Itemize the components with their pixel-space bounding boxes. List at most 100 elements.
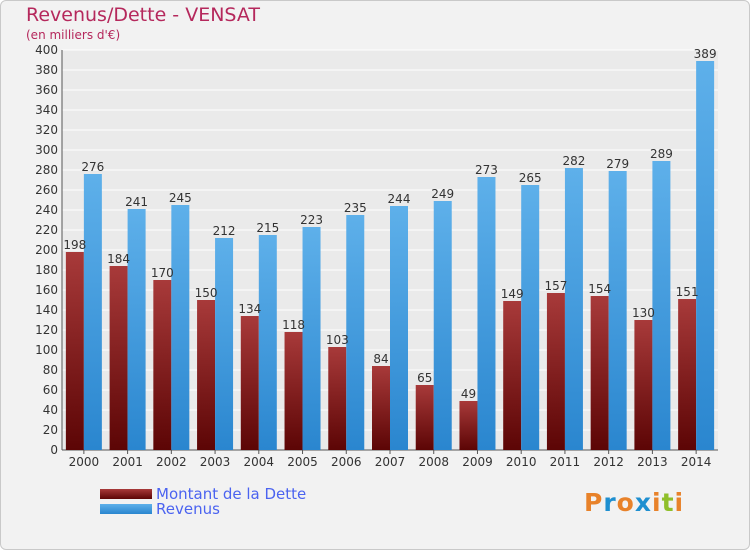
bar-dette-2005	[284, 332, 303, 450]
data-label-revenus: 235	[344, 201, 367, 215]
data-label-revenus: 279	[606, 157, 629, 171]
bar-revenus-2002	[171, 205, 190, 450]
y-tick-label: 300	[35, 143, 58, 157]
bar-revenus-2011	[564, 168, 583, 450]
bar-dette-2014	[678, 299, 697, 450]
data-label-revenus: 245	[169, 191, 192, 205]
y-tick-label: 220	[35, 223, 58, 237]
logo-letter: P	[584, 488, 604, 517]
data-label-dette: 65	[417, 371, 432, 385]
logo-letter: i	[652, 488, 662, 517]
bar-revenus-2007	[390, 206, 408, 450]
data-label-revenus: 276	[81, 160, 104, 174]
bar-revenus-2005	[302, 227, 321, 450]
x-tick-label: 2002	[156, 455, 187, 469]
x-tick-label: 2010	[506, 455, 537, 469]
x-tick-label: 2004	[244, 455, 275, 469]
data-label-dette: 198	[63, 238, 86, 252]
y-tick-label: 360	[35, 83, 58, 97]
x-tick-label: 2011	[550, 455, 581, 469]
y-tick-label: 240	[35, 203, 58, 217]
bar-revenus-2003	[215, 238, 234, 450]
y-tick-label: 260	[35, 183, 58, 197]
data-label-revenus: 389	[694, 47, 717, 61]
y-tick-label: 60	[43, 383, 58, 397]
data-label-revenus: 215	[256, 221, 279, 235]
bar-dette-2000	[65, 252, 84, 450]
data-label-dette: 134	[238, 302, 261, 316]
x-tick-label: 2005	[287, 455, 318, 469]
bar-dette-2013	[634, 320, 653, 450]
legend-label-dette: Montant de la Dette	[156, 485, 307, 503]
data-label-dette: 149	[501, 287, 524, 301]
bar-revenus-2014	[696, 61, 715, 450]
x-tick-label: 2007	[375, 455, 406, 469]
legend-item-dette: Montant de la Dette	[100, 485, 307, 503]
x-tick-label: 2012	[593, 455, 624, 469]
bar-revenus-2012	[608, 171, 627, 450]
logo-letter: t	[661, 488, 675, 517]
data-label-revenus: 244	[388, 192, 411, 206]
bar-dette-2002	[153, 280, 172, 450]
bar-dette-2010	[503, 301, 522, 450]
bar-dette-2004	[240, 316, 259, 450]
x-tick-label: 2006	[331, 455, 362, 469]
bar-revenus-2008	[433, 201, 452, 450]
bar-dette-2001	[109, 266, 128, 450]
logo-letter: r	[603, 488, 617, 517]
data-label-dette: 118	[282, 318, 305, 332]
data-label-revenus: 265	[519, 171, 542, 185]
y-tick-label: 120	[35, 323, 58, 337]
data-label-revenus: 249	[431, 187, 454, 201]
bar-revenus-2001	[127, 209, 146, 450]
chart-title: Revenus/Dette - VENSAT	[26, 4, 260, 26]
data-label-dette: 151	[676, 285, 699, 299]
y-tick-label: 280	[35, 163, 58, 177]
data-label-dette: 103	[326, 333, 349, 347]
data-label-dette: 49	[461, 387, 476, 401]
y-tick-label: 0	[50, 443, 58, 457]
proxiti-logo: Proxiti	[584, 488, 684, 517]
bar-dette-2003	[197, 300, 216, 450]
y-tick-label: 100	[35, 343, 58, 357]
data-label-dette: 154	[588, 282, 611, 296]
logo-letter: i	[674, 488, 685, 517]
legend-swatch-dette	[100, 489, 152, 499]
bar-revenus-2013	[652, 161, 671, 450]
y-tick-label: 400	[35, 43, 58, 57]
y-tick-label: 340	[35, 103, 58, 117]
y-tick-label: 80	[43, 363, 58, 377]
legend-label-revenus: Revenus	[156, 500, 220, 518]
logo-letter: x	[634, 488, 652, 517]
data-label-revenus: 212	[213, 224, 236, 238]
x-tick-label: 2014	[681, 455, 712, 469]
y-tick-label: 140	[35, 303, 58, 317]
data-label-revenus: 289	[650, 147, 673, 161]
bar-dette-2007	[372, 366, 390, 450]
data-label-dette: 184	[107, 252, 130, 266]
bar-revenus-2009	[477, 177, 496, 450]
data-label-revenus: 223	[300, 213, 323, 227]
y-tick-label: 380	[35, 63, 58, 77]
x-tick-label: 2001	[112, 455, 143, 469]
bar-dette-2009	[459, 401, 478, 450]
legend-item-revenus: Revenus	[100, 500, 220, 518]
y-tick-label: 320	[35, 123, 58, 137]
bar-dette-2008	[415, 385, 434, 450]
bar-dette-2012	[590, 296, 609, 450]
data-label-revenus: 273	[475, 163, 498, 177]
y-tick-label: 40	[43, 403, 58, 417]
logo-letter: o	[616, 488, 635, 517]
data-label-dette: 157	[544, 279, 567, 293]
bar-dette-2011	[546, 293, 565, 450]
bar-revenus-2004	[258, 235, 277, 450]
bar-revenus-2006	[346, 215, 365, 450]
data-label-dette: 84	[373, 352, 388, 366]
x-tick-label: 2009	[462, 455, 493, 469]
x-tick-label: 2008	[418, 455, 449, 469]
legend-swatch-revenus	[100, 504, 152, 514]
data-label-revenus: 282	[562, 154, 585, 168]
x-tick-label: 2013	[637, 455, 668, 469]
y-tick-label: 160	[35, 283, 58, 297]
data-label-dette: 130	[632, 306, 655, 320]
